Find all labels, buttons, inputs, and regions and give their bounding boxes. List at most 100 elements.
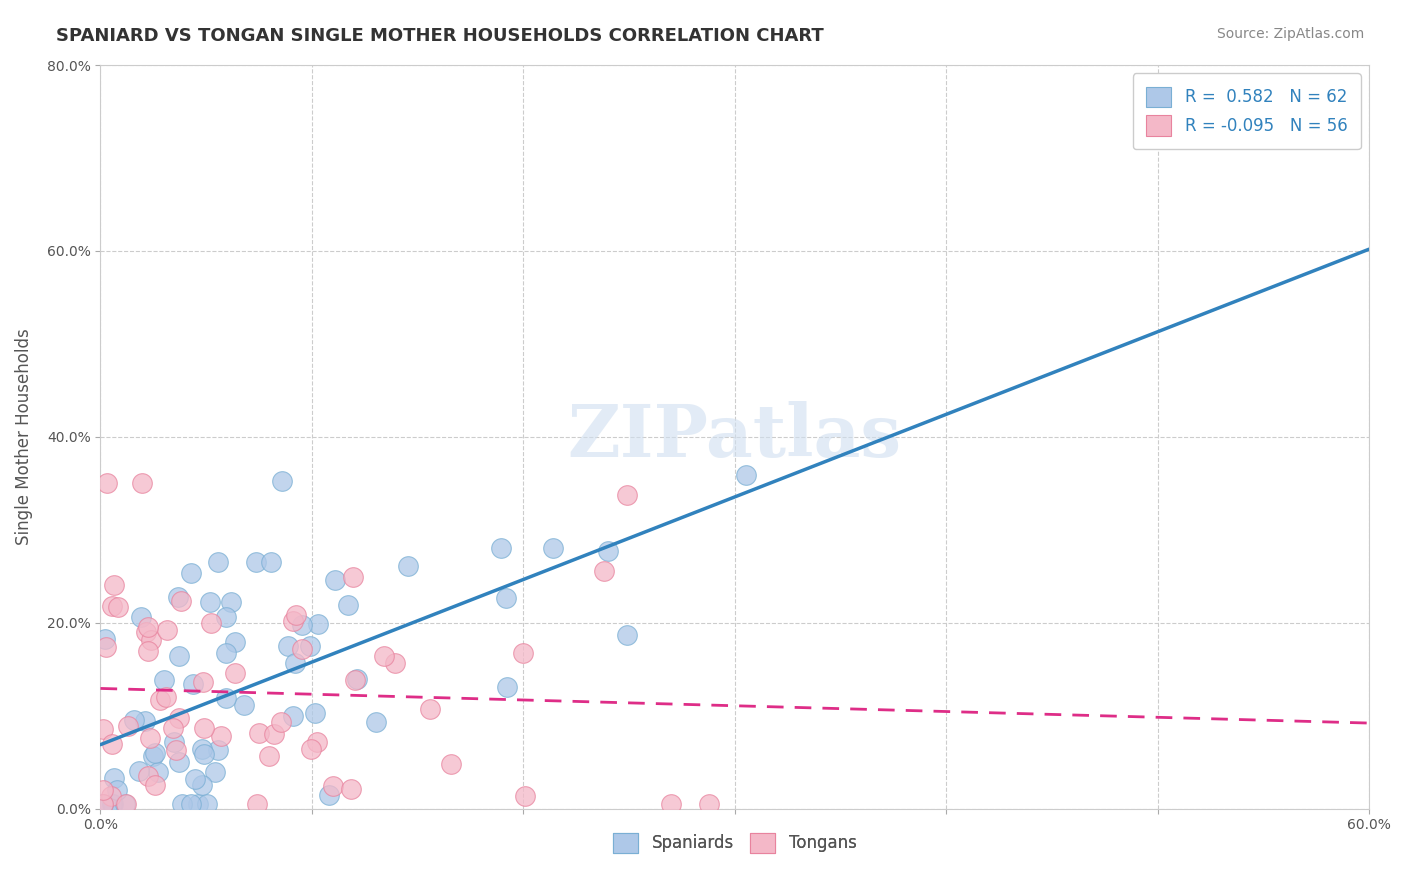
Point <box>219 595 242 609</box>
Point <box>191 675 214 690</box>
Point <box>183 772 205 786</box>
Point <box>131 476 153 491</box>
Point <box>149 692 172 706</box>
Point <box>91 782 114 797</box>
Point <box>101 599 124 614</box>
Point <box>489 541 512 556</box>
Point <box>142 748 165 763</box>
Point <box>128 764 150 779</box>
Legend: Spaniards, Tongans: Spaniards, Tongans <box>606 826 863 860</box>
Point <box>166 590 188 604</box>
Point <box>114 797 136 811</box>
Text: Source: ZipAtlas.com: Source: ZipAtlas.com <box>1216 27 1364 41</box>
Point <box>214 691 236 706</box>
Point <box>91 723 114 737</box>
Point <box>193 747 215 761</box>
Point <box>439 756 461 771</box>
Point <box>204 764 226 779</box>
Point <box>209 730 232 744</box>
Point <box>114 797 136 811</box>
Point <box>207 743 229 757</box>
Point <box>136 644 159 658</box>
Point <box>307 616 329 631</box>
Point <box>200 595 222 609</box>
Point <box>281 614 304 628</box>
Point <box>143 746 166 760</box>
Point <box>496 680 519 694</box>
Point <box>270 714 292 729</box>
Point <box>165 743 187 757</box>
Point <box>94 640 117 654</box>
Point <box>659 797 682 811</box>
Point <box>134 714 156 728</box>
Point <box>299 742 322 756</box>
Point <box>304 706 326 720</box>
Point <box>270 475 292 489</box>
Point <box>616 628 638 642</box>
Point <box>167 649 190 664</box>
Text: ZIPatlas: ZIPatlas <box>568 401 901 473</box>
Point <box>169 755 191 769</box>
Point <box>697 797 720 811</box>
Point <box>276 639 298 653</box>
Point <box>146 764 169 779</box>
Point <box>541 541 564 555</box>
Point <box>342 570 364 584</box>
Point <box>101 737 124 751</box>
Point <box>96 476 118 491</box>
Point <box>105 783 128 797</box>
Point <box>100 789 122 803</box>
Point <box>180 566 202 581</box>
Point <box>257 749 280 764</box>
Point <box>396 558 419 573</box>
Point <box>290 641 312 656</box>
Point <box>163 735 186 749</box>
Point <box>136 620 159 634</box>
Point <box>138 769 160 783</box>
Point <box>91 797 114 811</box>
Point <box>233 698 256 712</box>
Point <box>373 648 395 663</box>
Point <box>181 677 204 691</box>
Point <box>191 778 214 792</box>
Point <box>322 780 344 794</box>
Point <box>170 797 193 811</box>
Point <box>101 797 124 811</box>
Point <box>103 771 125 785</box>
Point <box>139 632 162 647</box>
Point <box>135 625 157 640</box>
Point <box>153 673 176 688</box>
Point <box>298 639 321 653</box>
Point <box>162 721 184 735</box>
Point <box>170 594 193 608</box>
Point <box>593 564 616 578</box>
Point <box>291 618 314 632</box>
Point <box>143 778 166 792</box>
Point <box>260 555 283 569</box>
Point <box>343 673 366 687</box>
Point <box>246 797 269 811</box>
Point <box>224 634 246 648</box>
Point <box>117 719 139 733</box>
Point <box>193 722 215 736</box>
Point <box>215 646 238 660</box>
Point <box>281 708 304 723</box>
Point <box>187 797 209 811</box>
Point <box>337 598 360 612</box>
Point <box>596 544 619 558</box>
Point <box>191 742 214 756</box>
Point <box>215 609 238 624</box>
Point <box>512 646 534 660</box>
Point <box>735 468 758 483</box>
Point <box>156 623 179 637</box>
Point <box>285 607 308 622</box>
Point <box>323 573 346 587</box>
Point <box>107 600 129 615</box>
Point <box>200 615 222 630</box>
Point <box>513 789 536 803</box>
Y-axis label: Single Mother Households: Single Mother Households <box>15 328 32 545</box>
Point <box>103 578 125 592</box>
Point <box>346 672 368 686</box>
Point <box>495 591 517 605</box>
Point <box>384 656 406 670</box>
